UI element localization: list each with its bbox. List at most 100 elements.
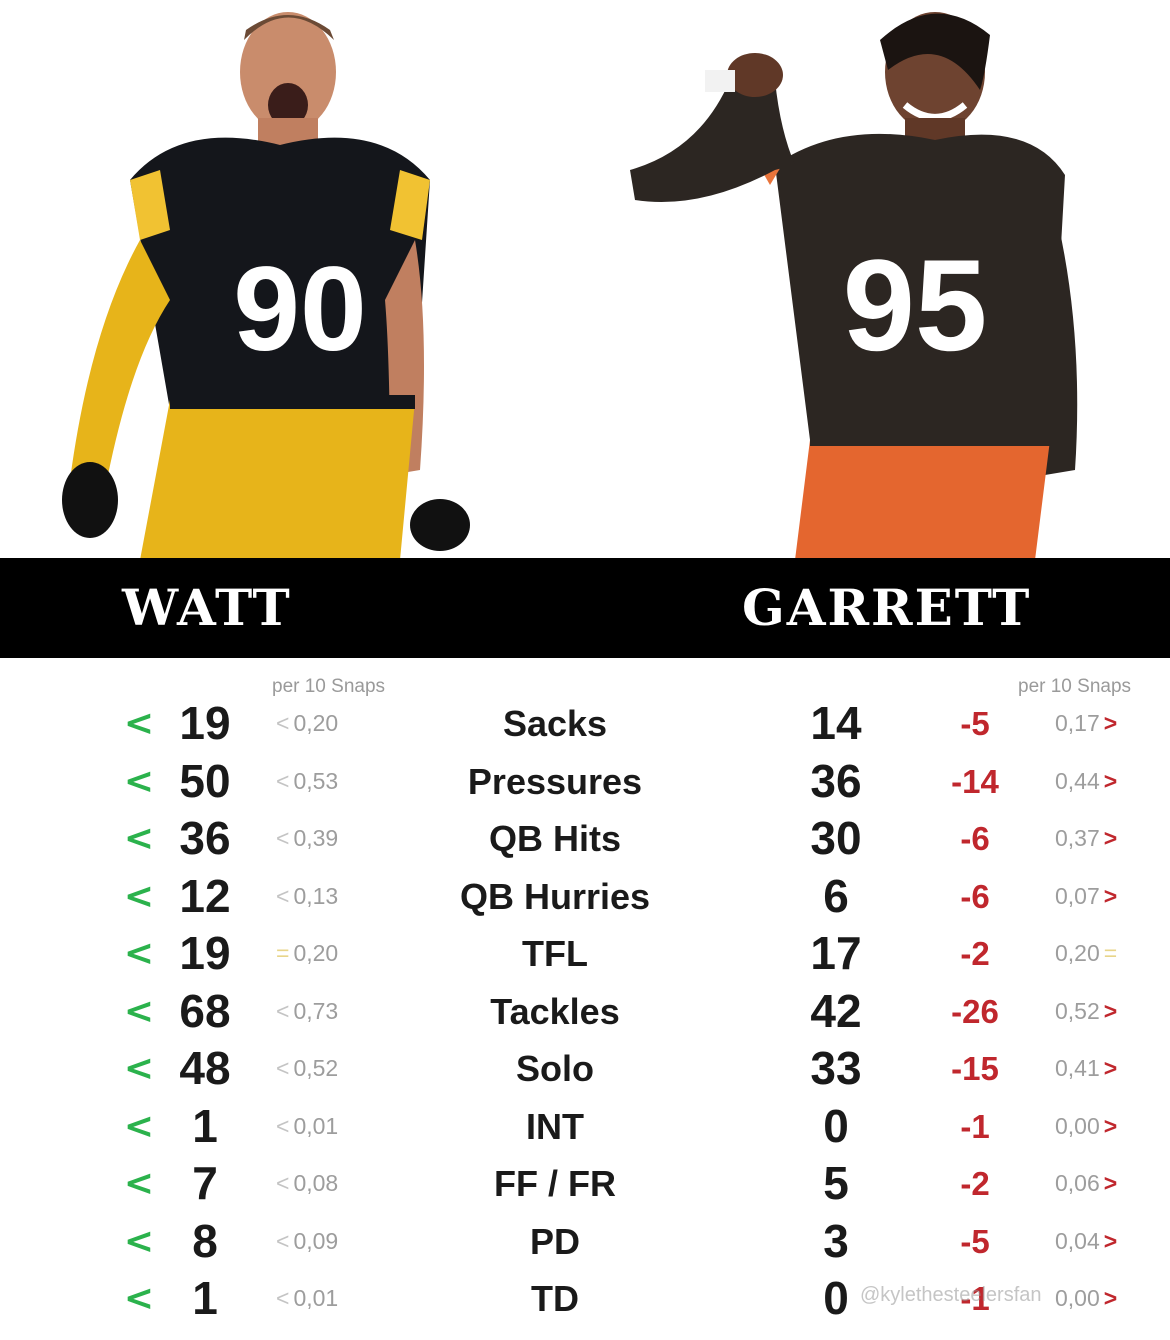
garrett-stat-value: 0 bbox=[823, 1272, 849, 1324]
stat-label: Solo bbox=[516, 1048, 594, 1089]
stat-label: TD bbox=[531, 1278, 579, 1319]
garrett-per-10-snaps: 0,20 = bbox=[1055, 925, 1165, 983]
left-better-arrow: < bbox=[123, 818, 155, 859]
watt-rate-value: 0,13 bbox=[293, 882, 339, 909]
left-rate-compare: < bbox=[276, 1227, 290, 1254]
right-rate-compare: > bbox=[1103, 710, 1118, 736]
stat-row: <8 <0,09 PD 3 -5 0,04 > bbox=[0, 1213, 1170, 1271]
right-rate-compare: > bbox=[1103, 1170, 1118, 1196]
garrett-per-10-snaps: 0,06 > bbox=[1055, 1155, 1165, 1213]
watt-player-photo: 90 bbox=[30, 0, 470, 560]
watt-per-10-snaps: <0,20 bbox=[276, 695, 371, 753]
watt-rate-value: 0,08 bbox=[293, 1170, 339, 1196]
garrett-rate-value: 0,52 bbox=[1055, 997, 1100, 1024]
garrett-per-10-snaps: 0,44 > bbox=[1055, 753, 1165, 811]
watt-stat-value: 48 bbox=[179, 1042, 231, 1094]
stat-label: QB Hits bbox=[488, 818, 621, 859]
per-10-snaps-label-left: per 10 Snaps bbox=[272, 676, 386, 697]
garrett-rate-value: 0,07 bbox=[1055, 882, 1100, 909]
watt-stat-value: 12 bbox=[179, 869, 231, 922]
garrett-stat-value: 0 bbox=[823, 1099, 849, 1152]
watt-rate-value: 0,01 bbox=[293, 1285, 339, 1311]
stat-row: <1 <0,01 INT 0 -1 0,00 > bbox=[0, 1098, 1170, 1156]
left-rate-compare: < bbox=[276, 882, 290, 909]
watt-per-10-snaps: = 0,20 bbox=[276, 925, 371, 983]
watt-player-figure: 90 bbox=[62, 12, 470, 560]
garrett-per-10-snaps: 0,37 > bbox=[1055, 810, 1165, 868]
watt-rate-value: 0,52 bbox=[293, 1055, 339, 1081]
difference-value: -14 bbox=[951, 762, 999, 800]
left-better-arrow: < bbox=[123, 933, 155, 974]
stat-label: Tackles bbox=[490, 990, 620, 1032]
watt-stat-value: 1 bbox=[192, 1272, 218, 1324]
watt-per-10-snaps: <0,09 bbox=[276, 1213, 371, 1271]
watt-rate-value: 0,20 bbox=[293, 710, 339, 736]
garrett-rate-value: 0,20 bbox=[1055, 940, 1100, 966]
garrett-stat-value: 17 bbox=[810, 927, 862, 979]
difference-value: -5 bbox=[960, 1222, 990, 1260]
right-rate-compare: = bbox=[1103, 940, 1118, 966]
stat-label: INT bbox=[526, 1105, 584, 1147]
garrett-per-10-snaps: 0,00 > bbox=[1055, 1098, 1165, 1156]
garrett-per-10-snaps: 0,41 > bbox=[1055, 1040, 1165, 1098]
right-rate-compare: > bbox=[1103, 882, 1118, 909]
stat-label: Pressures bbox=[467, 760, 643, 802]
watt-rate-value: 0,01 bbox=[293, 1112, 339, 1139]
difference-value: -1 bbox=[960, 1280, 990, 1317]
garrett-per-10-snaps: 0,00 > bbox=[1055, 1270, 1165, 1328]
right-rate-compare: > bbox=[1103, 1055, 1118, 1081]
watt-stat-value: 68 bbox=[179, 984, 231, 1037]
watt-stat-value: 7 bbox=[192, 1157, 218, 1209]
garrett-stat-value: 5 bbox=[823, 1157, 849, 1209]
stat-row: <1 <0,01 TD 0 -1 0,00 > bbox=[0, 1270, 1170, 1328]
stat-label: Sacks bbox=[502, 703, 608, 744]
left-better-arrow: < bbox=[123, 1220, 155, 1262]
garrett-rate-value: 0,37 bbox=[1055, 825, 1100, 851]
stat-row: <19 = 0,20 TFL 17 -2 0,20 = bbox=[0, 925, 1170, 983]
watt-per-10-snaps: <0,01 bbox=[276, 1270, 371, 1328]
stats-table: <19 <0,20 Sacks 14 -5 0,17 > <50 <0,53 Pressures 3… bbox=[0, 695, 1170, 1328]
garrett-stat-value: 3 bbox=[823, 1214, 849, 1267]
garrett-stat-value: 6 bbox=[823, 869, 849, 922]
watt-stat-value: 1 bbox=[192, 1099, 218, 1152]
stat-row: <48 <0,52 Solo 33 -15 0,41 > bbox=[0, 1040, 1170, 1098]
watt-per-10-snaps: <0,73 bbox=[276, 983, 371, 1041]
watt-jersey-number: 90 bbox=[233, 242, 366, 376]
garrett-per-10-snaps: 0,04 > bbox=[1055, 1213, 1165, 1271]
left-better-arrow: < bbox=[123, 760, 155, 802]
left-better-arrow: < bbox=[123, 1105, 155, 1147]
right-rate-compare: > bbox=[1103, 997, 1118, 1024]
garrett-player-photo: 95 bbox=[610, 0, 1090, 560]
watt-rate-value: 0,39 bbox=[293, 825, 339, 851]
garrett-rate-value: 0,41 bbox=[1055, 1055, 1100, 1081]
watt-per-10-snaps: <0,52 bbox=[276, 1040, 371, 1098]
garrett-rate-value: 0,00 bbox=[1055, 1112, 1100, 1139]
difference-value: -2 bbox=[960, 1165, 990, 1202]
garrett-rate-value: 0,04 bbox=[1055, 1227, 1100, 1254]
difference-value: -6 bbox=[960, 820, 990, 857]
stat-row: <12 <0,13 QB Hurries 6 -6 0,07 > bbox=[0, 868, 1170, 926]
watt-stat-value: 8 bbox=[192, 1214, 218, 1267]
left-rate-compare: < bbox=[276, 1285, 290, 1311]
garrett-stat-value: 14 bbox=[810, 697, 862, 749]
left-better-arrow: < bbox=[123, 703, 155, 744]
stat-label: PD bbox=[529, 1220, 580, 1262]
per-10-snaps-label-right: per 10 Snaps bbox=[1018, 676, 1132, 697]
difference-value: -2 bbox=[960, 935, 990, 972]
watt-rate-value: 0,73 bbox=[293, 997, 339, 1024]
watt-per-10-snaps: <0,13 bbox=[276, 868, 371, 926]
garrett-rate-value: 0,44 bbox=[1055, 767, 1100, 794]
left-rate-compare: = bbox=[276, 940, 290, 966]
stat-label: QB Hurries bbox=[459, 875, 651, 917]
watt-rate-value: 0,09 bbox=[293, 1227, 339, 1254]
garrett-per-10-snaps: 0,07 > bbox=[1055, 868, 1165, 926]
right-rate-compare: > bbox=[1103, 825, 1118, 851]
garrett-rate-value: 0,00 bbox=[1055, 1285, 1100, 1311]
left-rate-compare: < bbox=[276, 767, 290, 794]
stat-label: TFL bbox=[522, 933, 588, 974]
garrett-rate-value: 0,06 bbox=[1055, 1170, 1100, 1196]
player-name-watt: WATT bbox=[122, 578, 292, 637]
left-better-arrow: < bbox=[123, 1163, 155, 1204]
difference-value: -15 bbox=[951, 1050, 999, 1087]
left-rate-compare: < bbox=[276, 1055, 290, 1081]
